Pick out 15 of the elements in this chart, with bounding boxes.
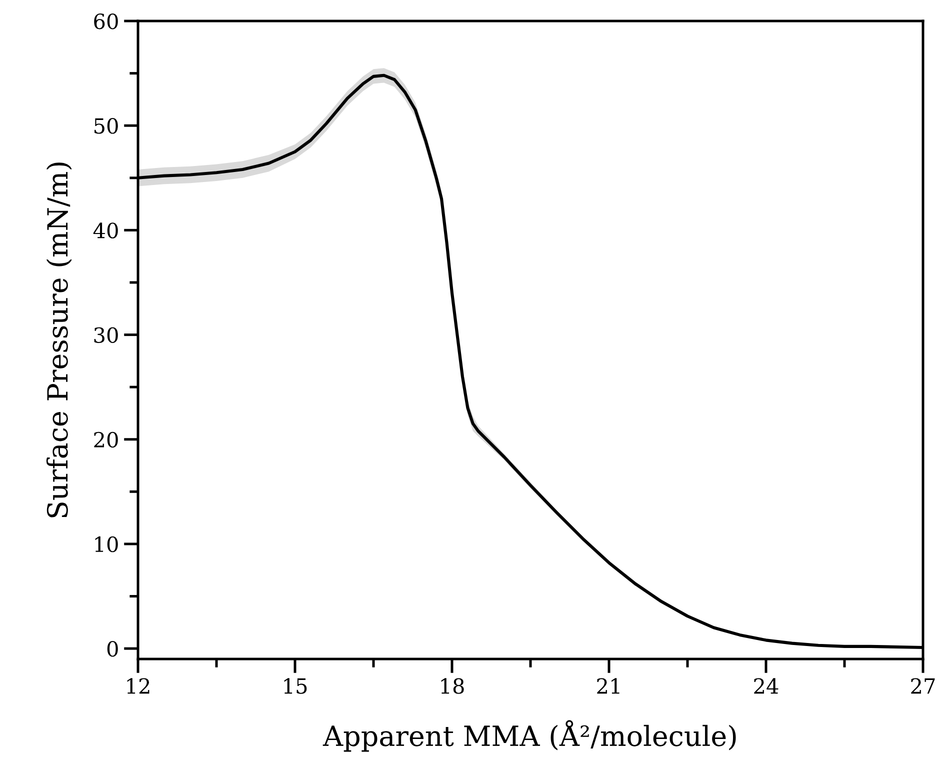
y-axis-title: Surface Pressure (mN/m) xyxy=(46,162,72,518)
y-tick-label: 40 xyxy=(93,222,118,238)
x-tick-label: 24 xyxy=(754,678,778,694)
x-tick-label: 18 xyxy=(441,678,464,694)
y-tick-label: 0 xyxy=(107,640,118,657)
x-tick-label: 21 xyxy=(597,678,620,694)
x-axis-title: Apparent MMA (Å²/molecule) xyxy=(322,720,736,752)
x-tick-label: 27 xyxy=(911,678,935,694)
x-tick-label: 15 xyxy=(284,678,307,694)
y-tick-label: 10 xyxy=(95,536,118,552)
y-tick-label: 60 xyxy=(94,13,118,30)
y-tick-label: 20 xyxy=(94,432,118,448)
x-tick-label: 12 xyxy=(127,678,150,694)
y-tick-label: 30 xyxy=(94,327,118,343)
y-tick-label: 50 xyxy=(94,118,118,134)
